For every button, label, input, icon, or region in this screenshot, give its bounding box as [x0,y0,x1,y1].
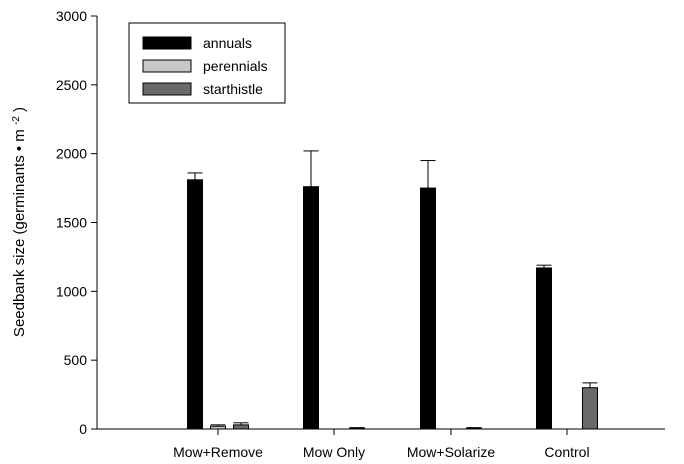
legend-swatch-annuals [142,36,192,50]
bar-starthistle [233,424,249,430]
y-tick-label: 3000 [56,8,87,24]
legend-label-annuals: annuals [203,35,252,51]
bar-starthistle [349,427,365,430]
y-tick-label: 2000 [56,146,87,162]
y-axis-title-unit: m [11,129,28,142]
x-tick-labels: Mow+Remove Mow Only Mow+Solarize Control [173,429,590,460]
legend-swatch-perennials [142,59,192,73]
bar-starthistle [582,387,598,430]
x-tick-label: Mow+Solarize [407,444,496,460]
bar-perennials [210,425,226,430]
y-tick-label: 2500 [56,77,87,93]
bar-annuals [187,179,203,430]
y-axis-title: Seedbank size (germinants • m -2 ) [11,107,29,337]
y-axis-title-main: Seedbank size (germinants [11,155,28,337]
y-axis-title-exponent: -2 [11,116,22,125]
y-tick-label: 500 [64,352,88,368]
bar-annuals [536,267,552,430]
legend-label-perennials: perennials [203,58,268,74]
x-tick-label: Mow+Remove [173,444,263,460]
y-axis-title-bullet: • [11,146,28,151]
y-tick-label: 0 [79,421,87,437]
bars [187,150,598,430]
legend: annuals perennials starthistle [128,22,286,104]
bar-annuals [303,186,319,430]
bar-starthistle [466,427,482,430]
bar-annuals [420,187,436,430]
y-tick-label: 1500 [56,215,87,231]
x-tick-label: Mow Only [303,444,365,460]
x-tick-label: Control [544,444,589,460]
y-axis-title-close: ) [11,107,28,112]
y-tick-labels: 0 500 1000 1500 2000 2500 3000 [56,8,97,437]
legend-label-starthistle: starthistle [203,81,263,97]
legend-swatch-starthistle [142,82,192,96]
y-tick-label: 1000 [56,283,87,299]
